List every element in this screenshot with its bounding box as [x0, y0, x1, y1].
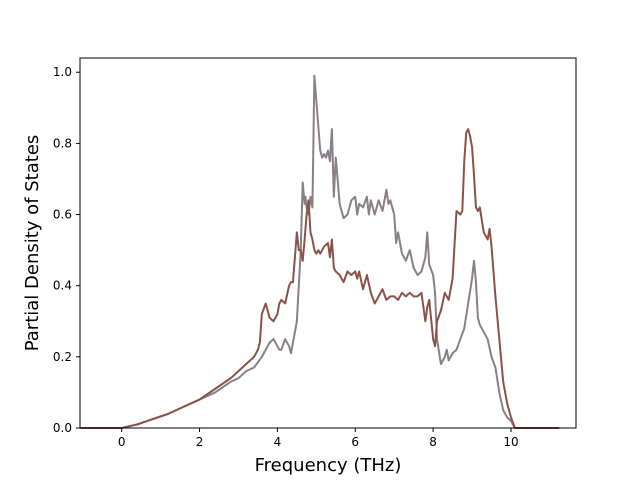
series-line-1	[80, 74, 560, 429]
y-tick-label: 0.8	[53, 136, 72, 150]
x-tick-label: 8	[429, 435, 437, 449]
y-tick-label: 0.2	[53, 350, 72, 364]
series-layer	[80, 74, 560, 429]
x-axis-label: Frequency (THz)	[255, 455, 402, 476]
y-axis-ticks: 0.0 0.2 0.4 0.6 0.8 1.0	[53, 65, 80, 435]
y-tick-label: 0.4	[53, 279, 72, 293]
y-tick-label: 0.6	[53, 208, 72, 222]
x-tick-label: 2	[196, 435, 204, 449]
plot-area	[79, 57, 577, 429]
y-tick-label: 1.0	[53, 65, 72, 79]
x-tick-label: 4	[274, 435, 282, 449]
y-tick-label: 0.0	[53, 421, 72, 435]
x-tick-label: 6	[351, 435, 359, 449]
x-tick-label: 0	[118, 435, 126, 449]
series-line-2	[80, 128, 560, 429]
x-axis-ticks: 0 2 4 6 8 10	[118, 428, 519, 449]
x-tick-label: 10	[503, 435, 518, 449]
y-axis-label: Partial Density of States	[22, 135, 43, 352]
axes-frame	[79, 57, 577, 429]
